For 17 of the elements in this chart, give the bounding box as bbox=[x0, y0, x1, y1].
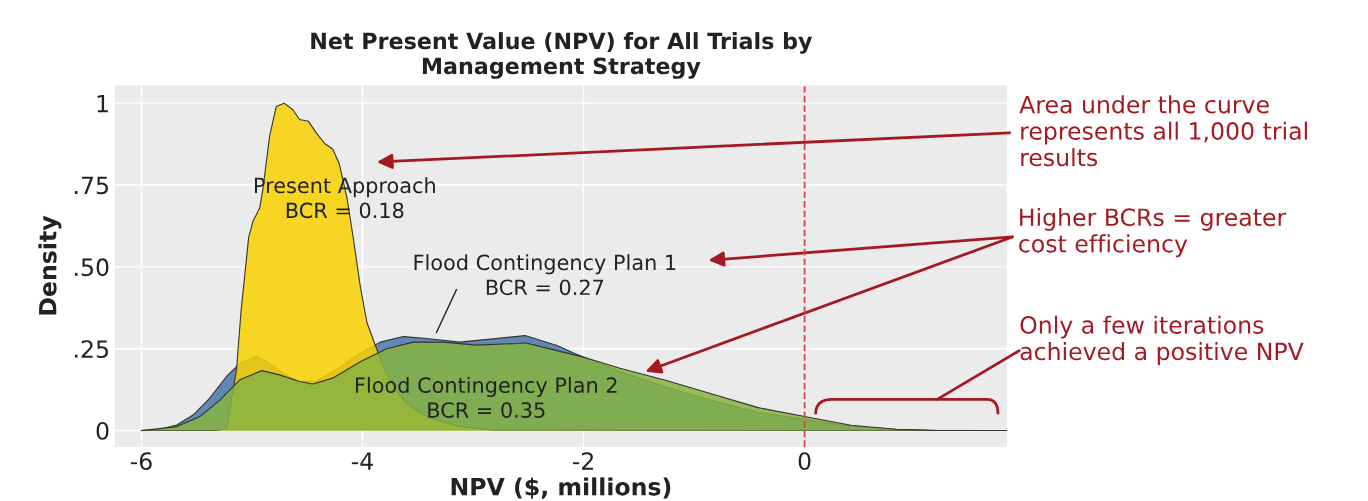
y-tick-label: .50 bbox=[75, 258, 109, 277]
y-tick-label: .25 bbox=[75, 340, 108, 358]
text: Flood Contingency Plan 1 BCR = 0.27 bbox=[414, 254, 676, 296]
text: Area under the curve represents all 1,000 trial results bbox=[1019, 95, 1307, 167]
x-tick-label: -2 bbox=[572, 452, 593, 470]
x-tick-label: -4 bbox=[351, 452, 373, 470]
x-axis-title: NPV ($, millions) bbox=[451, 477, 671, 499]
x-tick-label: 0 bbox=[798, 452, 811, 471]
y-tick-label: 0 bbox=[96, 421, 109, 440]
chart-title: Net Present Value (NPV) for All Trials by Management Strategy bbox=[311, 32, 813, 79]
series-label: Flood Contingency Plan 2 BCR = 0.35 bbox=[356, 376, 617, 418]
y-tick-label: .75 bbox=[75, 176, 108, 195]
y-axis-title: Density bbox=[38, 215, 62, 315]
text: Only a few iterations achieved a positive NPV bbox=[1020, 315, 1304, 365]
x-tick-label: -6 bbox=[130, 452, 152, 471]
annotation: Higher BCRs = greater cost efficiency bbox=[1019, 207, 1287, 258]
y-tick-label: 1 bbox=[97, 94, 108, 113]
